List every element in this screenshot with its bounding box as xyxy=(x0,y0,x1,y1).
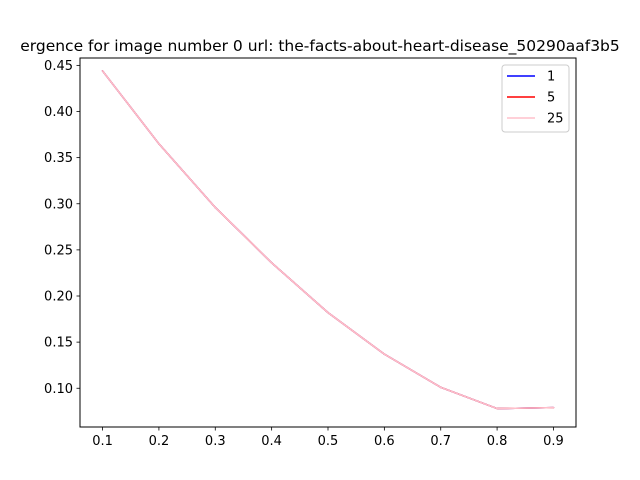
x-tick-label-2: 0.3 xyxy=(205,434,226,449)
y-tick-label-0: 0.10 xyxy=(44,382,73,397)
legend-box xyxy=(501,64,570,133)
series-layer xyxy=(101,70,555,410)
y-tick-label-5: 0.35 xyxy=(44,151,73,166)
y-tick-label-6: 0.40 xyxy=(44,105,73,120)
y-tick-label-2: 0.20 xyxy=(44,290,73,305)
data-point-25-7 xyxy=(496,407,498,410)
x-tick-label-0: 0.1 xyxy=(92,434,113,449)
y-tick-label-1: 0.15 xyxy=(44,336,73,351)
x-tick-label-3: 0.4 xyxy=(261,434,282,449)
legend-label-5: 5 xyxy=(547,91,555,106)
x-tick-label-5: 0.6 xyxy=(374,434,395,449)
x-tick-label-4: 0.5 xyxy=(318,434,339,449)
y-tick-label-3: 0.25 xyxy=(44,243,73,258)
legend-label-25: 25 xyxy=(547,112,564,127)
data-point-25-8 xyxy=(552,406,555,409)
data-point-25-4 xyxy=(327,311,329,314)
data-point-25-6 xyxy=(439,386,442,389)
y-tick-label-4: 0.30 xyxy=(44,197,73,212)
y-tick-label-7: 0.45 xyxy=(44,59,73,74)
data-point-25-5 xyxy=(383,353,386,355)
x-tick-label-1: 0.2 xyxy=(149,434,170,449)
chart-title: ergence for image number 0 url: the-fact… xyxy=(20,37,620,56)
x-tick-label-7: 0.8 xyxy=(487,434,508,449)
data-point-25-2 xyxy=(214,206,217,209)
legend-label-1: 1 xyxy=(547,70,555,85)
plot-area-frame xyxy=(79,57,577,428)
data-point-25-0 xyxy=(101,70,104,72)
x-tick-label-8: 0.9 xyxy=(543,434,564,449)
data-point-25-1 xyxy=(158,143,160,145)
x-axis: 0.1 0.2 0.3 0.4 0.5 0.6 0.7 0.8 0.9 xyxy=(92,427,564,449)
y-axis: 0.10 0.15 0.20 0.25 0.30 0.35 0.40 0.45 xyxy=(44,59,80,397)
data-point-25-3 xyxy=(270,262,273,264)
x-tick-label-6: 0.7 xyxy=(430,434,451,449)
